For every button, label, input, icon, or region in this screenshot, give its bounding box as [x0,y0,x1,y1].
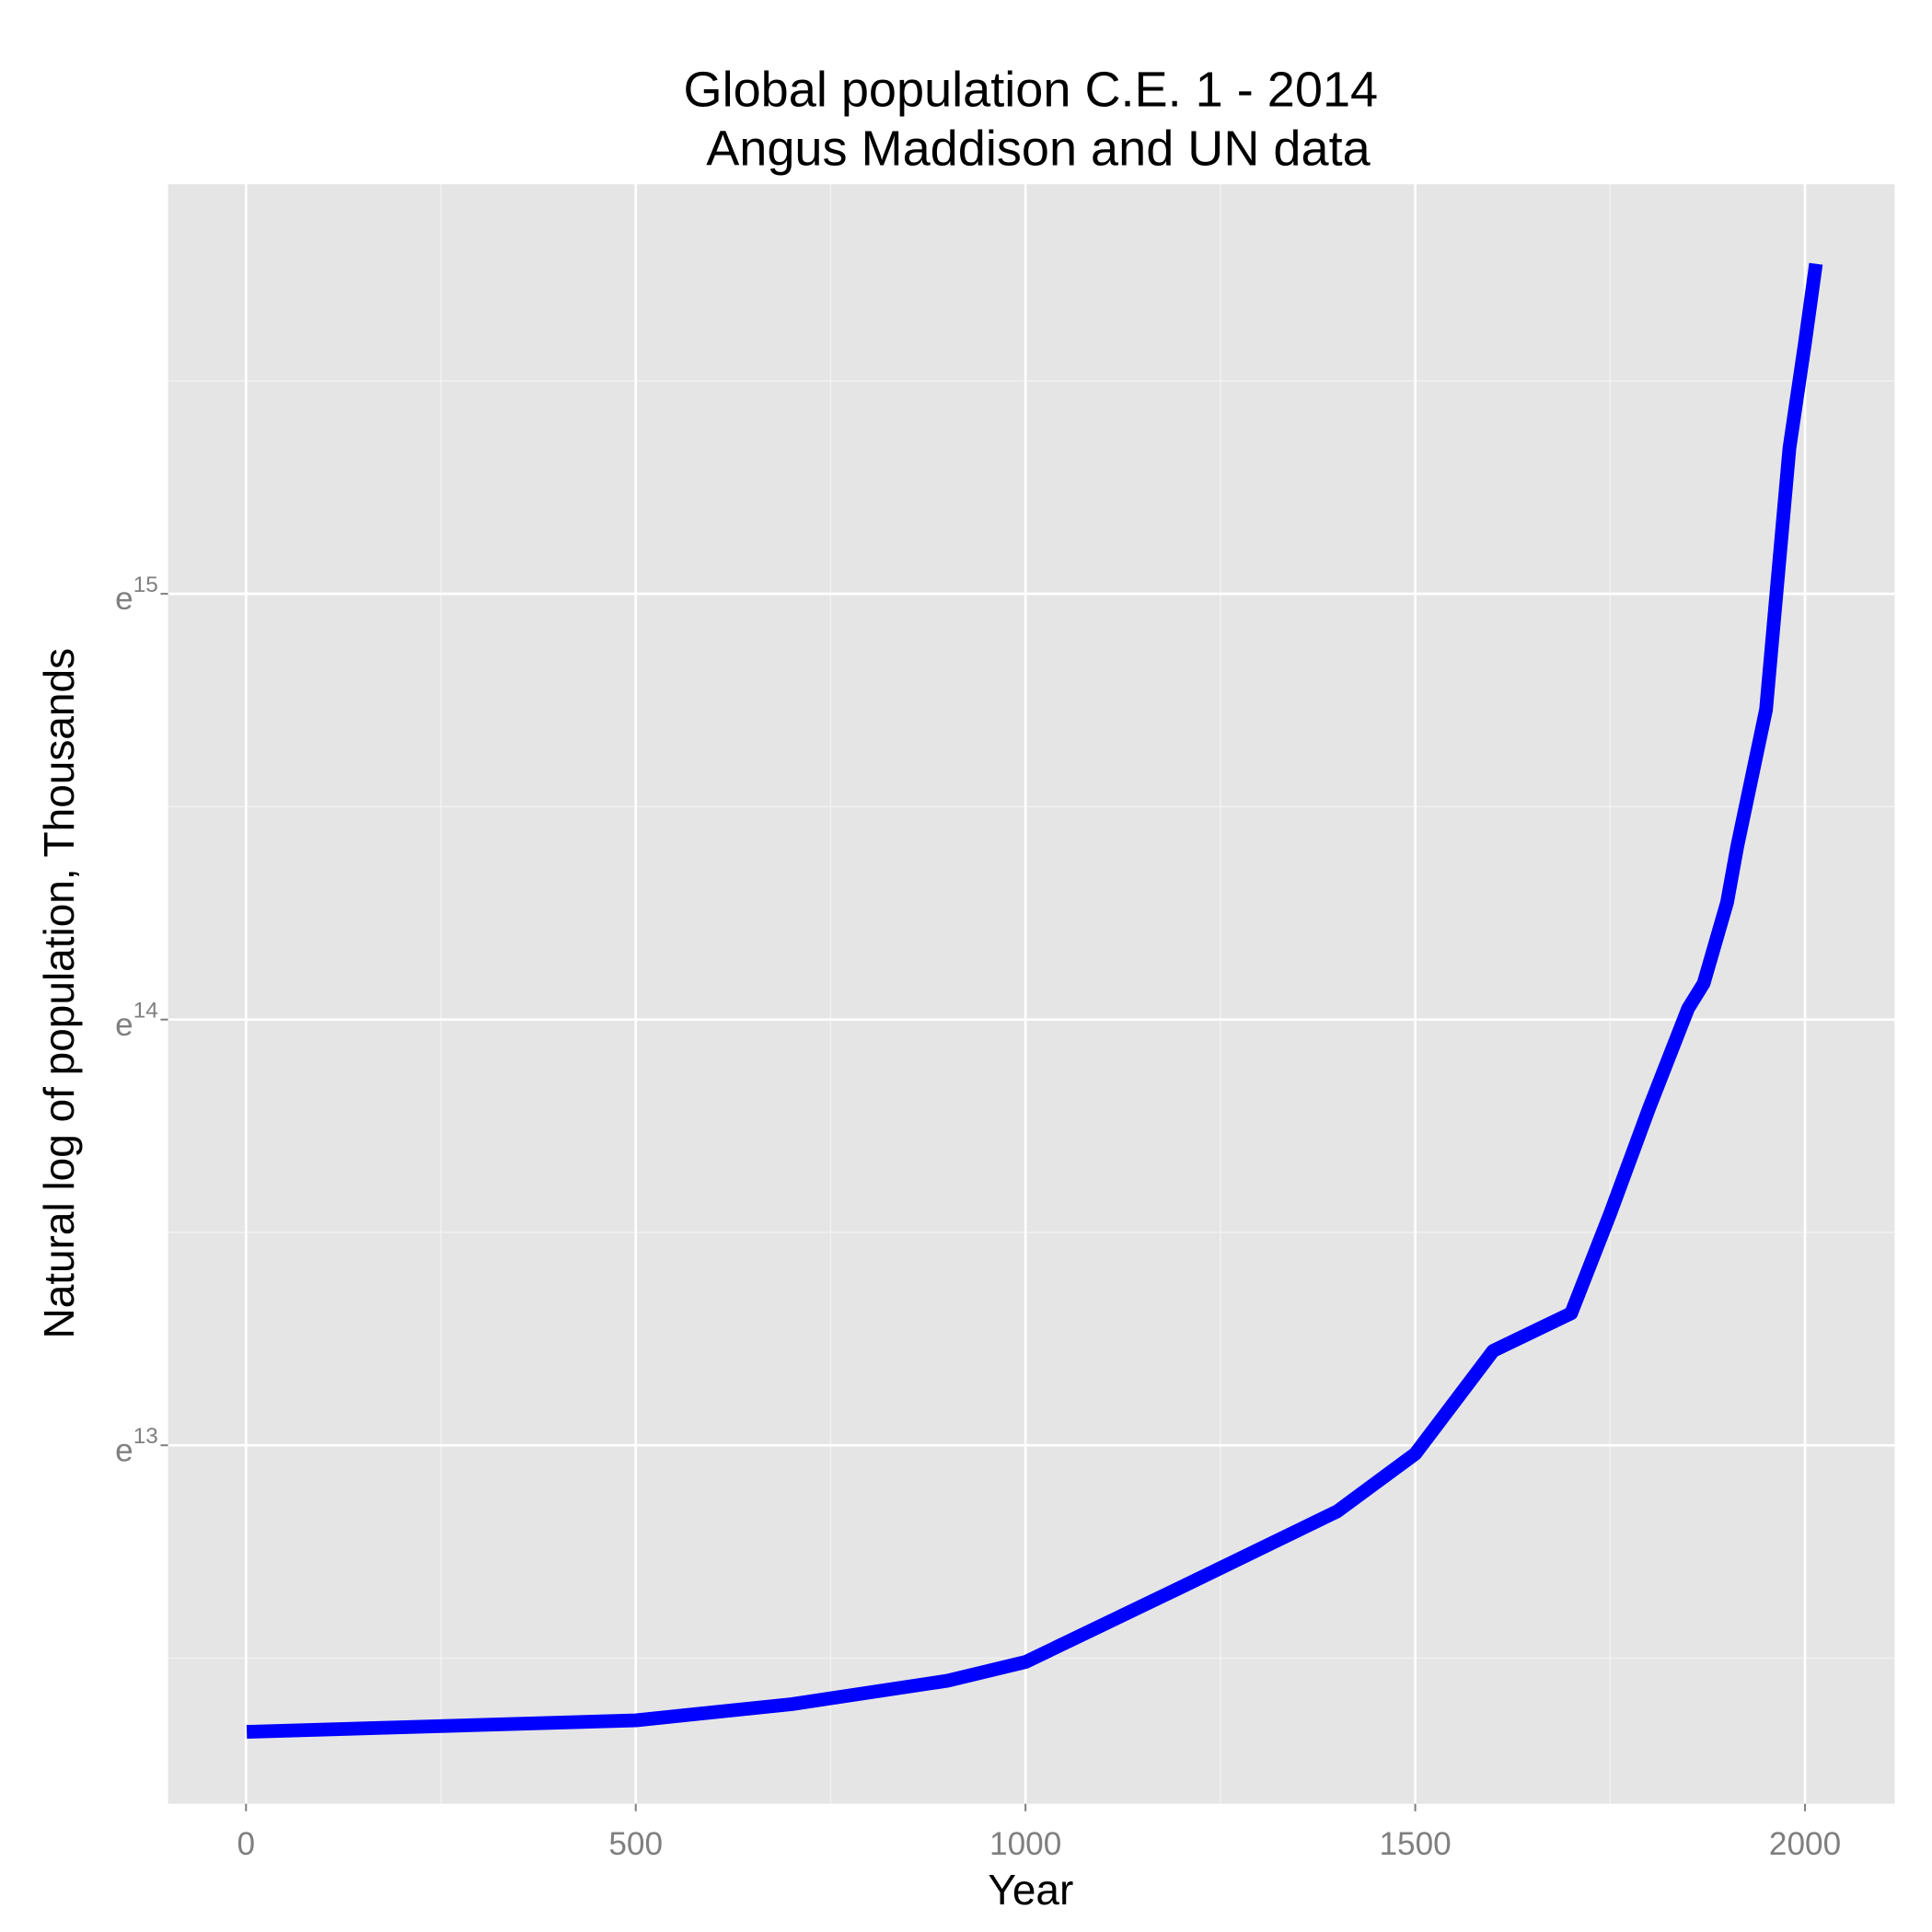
y-axis-title: Natural log of population, Thousands [35,648,83,1338]
y-tick-label: e14 [115,999,158,1043]
plot-background [168,184,1895,1804]
x-tick-label: 1500 [1379,1826,1451,1862]
x-tick-label: 1000 [989,1826,1061,1862]
x-tick-label: 500 [608,1826,663,1862]
x-tick-label: 0 [237,1826,255,1862]
chart-title: Global population C.E. 1 - 2014 [684,63,1379,118]
x-tick-label: 2000 [1769,1826,1841,1862]
y-tick-label: e15 [115,573,158,617]
y-tick-label: e13 [115,1425,158,1469]
data-line [246,262,1823,1739]
chart-subtitle: Angus Maddison and UN data [706,121,1371,176]
x-axis-title: Year [988,1866,1073,1914]
